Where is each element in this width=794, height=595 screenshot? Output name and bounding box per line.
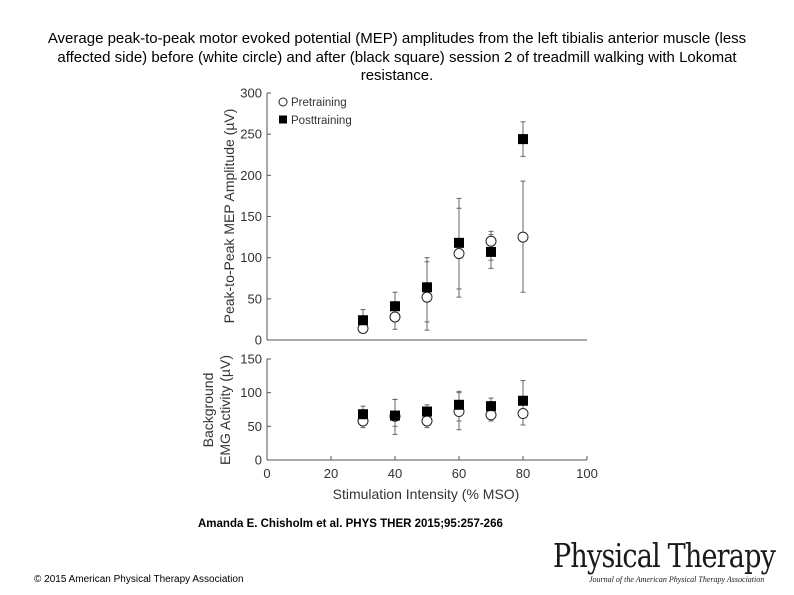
bottom-posttraining-point <box>358 409 368 420</box>
top-y-tick-label: 150 <box>240 209 262 224</box>
slide-title: Average peak-to-peak motor evoked potent… <box>47 30 747 84</box>
logo-title: Physical Therapy <box>553 536 776 575</box>
top-pretraining-point <box>389 311 401 323</box>
citation: Amanda E. Chisholm et al. PHYS THER 2015… <box>198 518 503 530</box>
top-posttraining-point <box>486 246 496 257</box>
top-posttraining-point <box>518 134 528 145</box>
top-pretraining-point <box>453 248 465 260</box>
legend: Pretraining Posttraining <box>278 97 352 127</box>
bottom-pretraining-point <box>517 408 529 420</box>
top-y-tick-label: 300 <box>240 86 262 101</box>
x-tick-label: 20 <box>324 466 338 481</box>
legend-pretraining-marker <box>278 97 288 107</box>
x-tick-label: 100 <box>576 466 598 481</box>
legend-posttraining-marker <box>279 115 287 124</box>
bottom-posttraining-point <box>518 395 528 406</box>
top-posttraining-point <box>358 315 368 326</box>
bottom-error-bars <box>360 380 526 435</box>
top-y-ticks: 0 50 100 150 200 250 300 <box>240 86 271 348</box>
x-tick-label: 60 <box>452 466 466 481</box>
top-chart: 0 50 100 150 200 250 300 Peak-to-Peak MEP Ampl… <box>221 86 587 348</box>
bottom-y-tick-label: 0 <box>255 453 262 468</box>
x-axis-label: Stimulation Intensity (% MSO) <box>333 486 520 502</box>
top-y-tick-label: 0 <box>255 333 262 348</box>
bottom-y-tick-label: 100 <box>240 385 262 400</box>
x-tick-label: 80 <box>516 466 530 481</box>
top-y-tick-label: 100 <box>240 250 262 265</box>
bottom-posttraining-point <box>422 406 432 417</box>
bottom-y-label-line1: Background <box>200 373 216 448</box>
logo-subtitle: Journal of the American Physical Therapy… <box>589 575 765 584</box>
bottom-y-tick-label: 150 <box>240 352 262 367</box>
bottom-y-ticks: 0 50 100 150 <box>240 352 271 468</box>
bottom-posttraining-point <box>390 410 400 421</box>
top-y-axis: 0 50 100 150 200 250 300 Peak-to-Peak MEP Ampl… <box>221 86 587 348</box>
top-posttraining-point <box>422 282 432 293</box>
top-markers <box>357 134 529 334</box>
bottom-pretraining-point <box>485 409 497 421</box>
top-pretraining-point <box>517 231 529 243</box>
bottom-y-tick-label: 50 <box>248 419 262 434</box>
top-y-tick-label: 250 <box>240 127 262 142</box>
copyright: © 2015 American Physical Therapy Associa… <box>34 574 244 585</box>
bottom-y-label-line2: EMG Activity (µV) <box>217 355 233 465</box>
journal-logo: Physical Therapy Journal of the American… <box>553 537 783 587</box>
top-pretraining-point <box>421 291 433 303</box>
bottom-x-ticks: 0 20 40 60 80 100 <box>263 456 598 481</box>
top-error-bars <box>360 121 526 333</box>
bottom-posttraining-point <box>486 401 496 412</box>
bottom-chart: 0 50 100 150 0 20 40 60 80 100 Background EMG Ac… <box>200 352 598 503</box>
legend-posttraining-label: Posttraining <box>291 115 352 127</box>
bottom-pretraining-point <box>421 415 433 427</box>
bottom-markers <box>357 395 529 427</box>
x-tick-label: 40 <box>388 466 402 481</box>
top-pretraining-point <box>485 235 497 247</box>
x-tick-label: 0 <box>263 466 270 481</box>
top-y-label: Peak-to-Peak MEP Amplitude (µV) <box>221 109 237 324</box>
bottom-posttraining-point <box>454 399 464 410</box>
top-y-tick-label: 50 <box>248 291 262 306</box>
legend-pretraining-label: Pretraining <box>291 97 347 109</box>
top-posttraining-point <box>454 237 464 248</box>
top-posttraining-point <box>390 301 400 312</box>
top-y-tick-label: 200 <box>240 168 262 183</box>
